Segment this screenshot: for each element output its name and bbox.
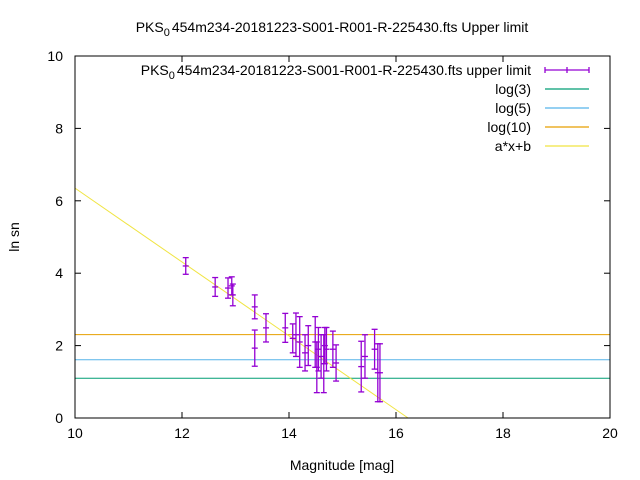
y-tick-label: 6: [55, 193, 63, 209]
data-point: [182, 256, 189, 275]
legend-label-log3: log(3): [495, 81, 531, 97]
x-tick-label: 16: [388, 425, 404, 441]
data-point: [251, 294, 258, 320]
data-point: [329, 330, 336, 368]
data-point: [305, 325, 312, 367]
legend-label-log10: log(10): [487, 119, 531, 135]
fit-line: [74, 187, 409, 419]
chart-title: PKS0 454m234-20181223-S001-R001-R-225430.…: [136, 19, 529, 39]
y-tick-label: 0: [55, 410, 63, 426]
data-point: [333, 344, 340, 382]
data-point: [302, 334, 309, 372]
series-group: [74, 187, 610, 419]
data-point: [358, 340, 365, 393]
x-tick-label: 20: [602, 425, 618, 441]
data-point: [292, 312, 299, 358]
data-point: [361, 334, 368, 379]
data-point: [282, 312, 289, 343]
y-tick-label: 2: [55, 338, 63, 354]
data-point: [225, 277, 232, 299]
y-tick-label: 4: [55, 265, 63, 281]
data-point: [228, 276, 235, 296]
data-point: [262, 313, 269, 343]
plot-border: [74, 55, 611, 419]
legend-label-fit: a*x+b: [495, 138, 531, 154]
data-point: [296, 315, 303, 368]
data-point: [323, 326, 330, 372]
legend-label-data: PKS0 454m234-20181223-S001-R001-R-225430.…: [141, 62, 531, 82]
data-point: [376, 343, 383, 403]
x-tick-label: 14: [281, 425, 297, 441]
data-point: [251, 329, 258, 367]
data-point: [371, 328, 378, 370]
data-point: [229, 283, 236, 307]
legend-label-log5: log(5): [495, 100, 531, 116]
y-tick-label: 10: [47, 48, 63, 64]
x-tick-label: 10: [67, 425, 83, 441]
y-tick-label: 8: [55, 120, 63, 136]
x-tick-label: 18: [495, 425, 511, 441]
legend: PKS0 454m234-20181223-S001-R001-R-225430.…: [141, 62, 590, 154]
data-point: [289, 323, 296, 354]
data-point: [212, 276, 219, 298]
y-axis-label: ln sn: [6, 222, 22, 252]
plot-area: 10 12 14 16 18 20 0 2 4 6 8 10: [47, 48, 618, 441]
x-axis-label: Magnitude [mag]: [290, 457, 394, 473]
x-tick-label: 12: [174, 425, 190, 441]
